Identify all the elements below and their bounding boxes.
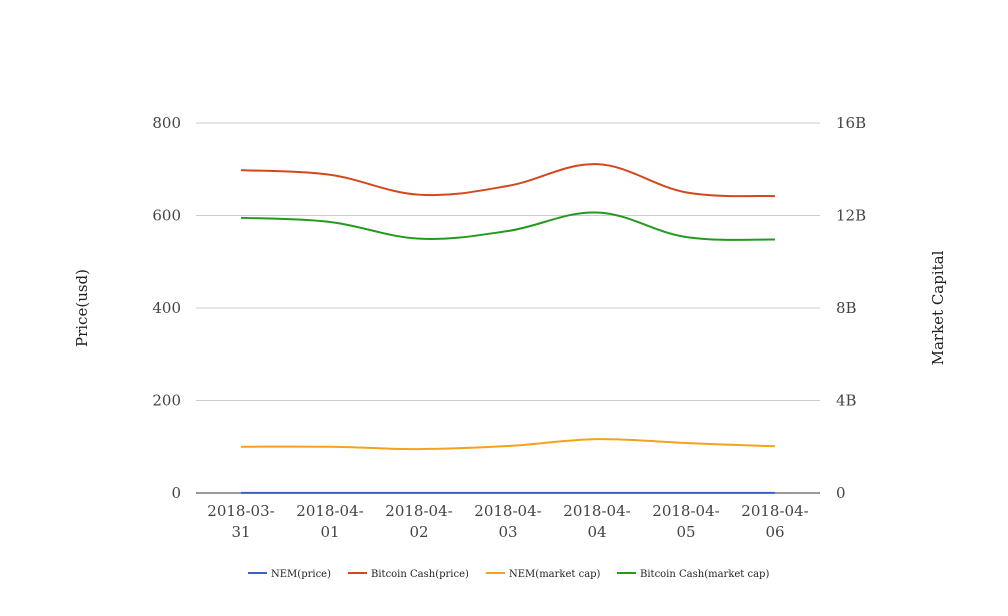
x-tick-label: 2018-04-04 bbox=[563, 502, 630, 541]
left-tick-label: 600 bbox=[152, 207, 181, 225]
left-tick-label: 400 bbox=[152, 299, 181, 317]
right-tick-label: 12B bbox=[836, 207, 866, 225]
x-tick-label: 2018-04-01 bbox=[296, 502, 363, 541]
gridlines bbox=[196, 122, 820, 494]
right-tick-label: 16B bbox=[836, 114, 866, 132]
series-line-bitcoin-cash-market-cap bbox=[240, 211, 776, 241]
x-tick-label: 2018-04-06 bbox=[741, 502, 808, 541]
series-line-nem-market-cap bbox=[240, 438, 776, 451]
right-axis-ticks: 0 4B 8B 12B 16B bbox=[836, 114, 866, 502]
right-axis-title: Market Capital bbox=[929, 250, 947, 365]
series-lines bbox=[240, 163, 776, 494]
legend-label-bitcoin-cash-market-cap: Bitcoin Cash(market cap) bbox=[640, 569, 769, 580]
left-axis-title: Price(usd) bbox=[73, 269, 91, 347]
legend-label-bitcoin-cash-price: Bitcoin Cash(price) bbox=[371, 569, 469, 580]
left-tick-label: 200 bbox=[152, 392, 181, 410]
right-tick-label: 4B bbox=[836, 392, 857, 410]
x-tick-label: 2018-04-02 bbox=[385, 502, 452, 541]
legend-label-nem-price: NEM(price) bbox=[271, 569, 331, 580]
left-axis-ticks: 0 200 400 600 800 bbox=[152, 114, 181, 502]
legend: NEM(price) Bitcoin Cash(price) NEM(market … bbox=[248, 569, 769, 580]
x-tick-label: 2018-03-31 bbox=[207, 502, 274, 541]
series-line-bitcoin-cash-price bbox=[240, 163, 776, 198]
right-tick-label: 0 bbox=[836, 484, 846, 502]
left-tick-label: 0 bbox=[171, 484, 181, 502]
x-tick-label: 2018-04-05 bbox=[652, 502, 719, 541]
x-axis-ticks: 2018-03-31 2018-04-01 2018-04-02 2018-04-03… bbox=[207, 502, 808, 541]
right-tick-label: 8B bbox=[836, 299, 857, 317]
legend-label-nem-market-cap: NEM(market cap) bbox=[509, 569, 601, 580]
x-tick-label: 2018-04-03 bbox=[474, 502, 541, 541]
left-tick-label: 800 bbox=[152, 114, 181, 132]
